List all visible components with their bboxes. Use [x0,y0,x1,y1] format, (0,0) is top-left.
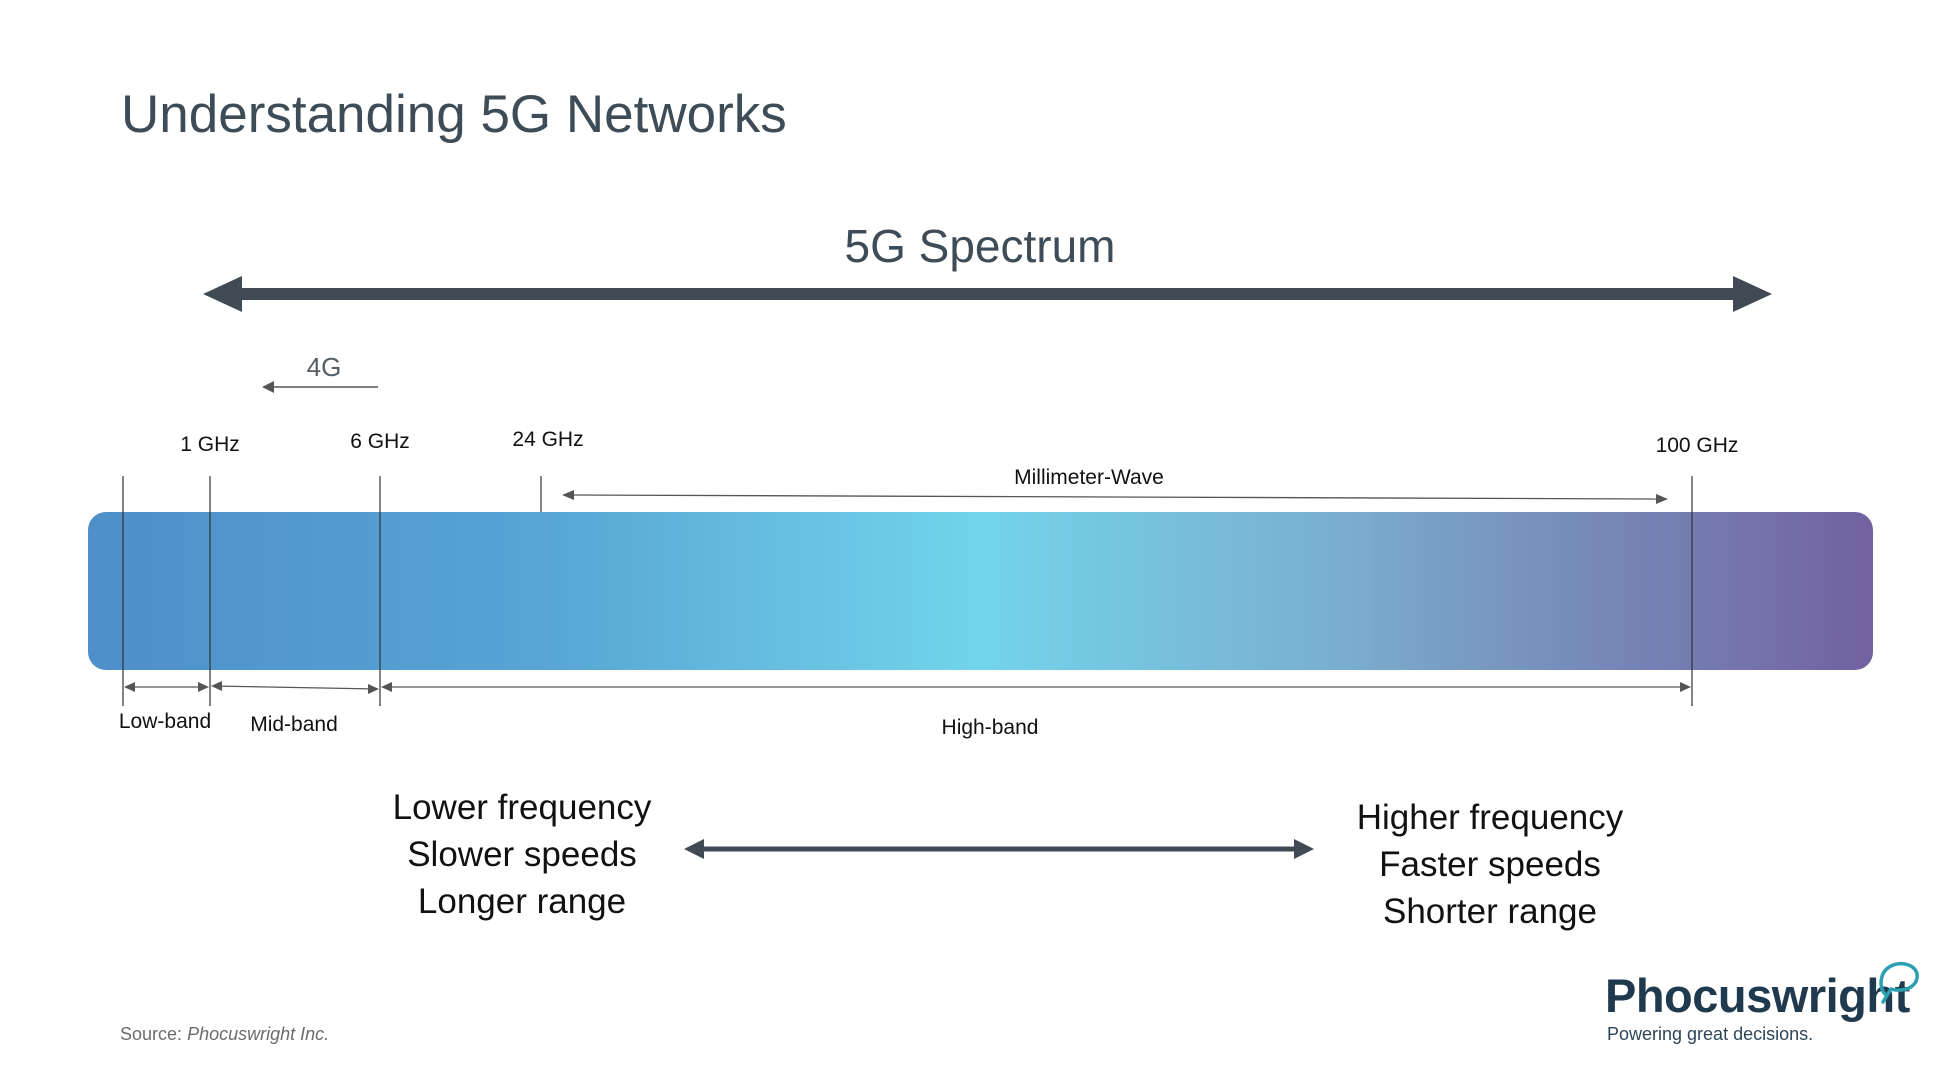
comparison-double-arrow [684,839,1314,859]
freq-label-1ghz: 1 GHz [180,433,240,456]
source-note: Source: Phocuswright Inc. [120,1024,329,1045]
source-name: Phocuswright Inc. [187,1024,330,1044]
left-line-2: Slower speeds [407,835,637,874]
freq-label-24ghz: 24 GHz [512,428,584,451]
spectrum-double-arrow [203,276,1772,312]
right-line-1: Higher frequency [1356,798,1624,837]
mid-band-arrow [211,681,379,694]
brand-tagline: Powering great decisions. [1607,1024,1814,1044]
low-band-arrow [124,682,209,692]
lower-frequency-list: Lower frequency Slower speeds Longer ran… [393,784,652,925]
right-line-2: Faster speeds [1379,845,1601,884]
left-line-3: Longer range [417,882,627,921]
band-label-low: Low-band [118,710,212,733]
4g-label: 4G [306,352,342,382]
spectrum-bar [88,512,1873,670]
left-line-1: Lower frequency [392,788,652,827]
freq-label-6ghz: 6 GHz [350,430,410,453]
brand-logo: Phocuswright Powering great decisions. [1605,961,1919,1045]
high-band-arrow [381,682,1691,692]
speech-bubble-icon [1879,961,1919,1004]
millimeter-wave-label: Millimeter-Wave [1014,466,1164,489]
brand-name: Phocuswright [1605,969,1910,1022]
source-prefix: Source: [120,1024,183,1044]
band-label-mid: Mid-band [250,713,338,736]
higher-frequency-list: Higher frequency Faster speeds Shorter r… [1357,794,1624,935]
page-title: Understanding 5G Networks [121,85,787,144]
4g-arrow [262,381,378,393]
right-line-3: Shorter range [1382,892,1598,931]
band-label-high: High-band [941,716,1039,739]
freq-label-100ghz: 100 GHz [1655,434,1739,457]
millimeter-wave-arrow [562,490,1668,504]
spectrum-label: 5G Spectrum [844,220,1116,272]
